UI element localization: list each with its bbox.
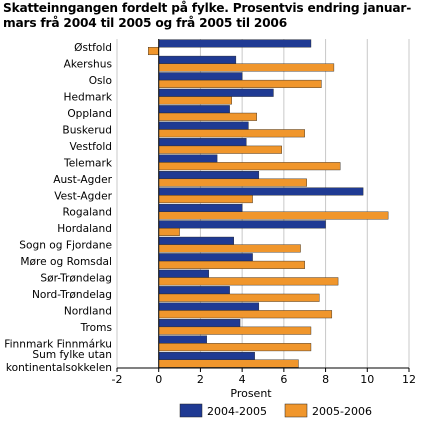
category-label-17: Troms xyxy=(80,322,112,334)
bar-series1-18 xyxy=(158,335,207,344)
legend-swatch-1 xyxy=(179,403,203,418)
bar-series1-1 xyxy=(158,55,237,64)
bar-series1-7 xyxy=(158,154,218,163)
x-tick-label-0: -2 xyxy=(112,373,123,386)
category-label-5: Buskerud xyxy=(62,124,112,136)
legend-label-2: 2005-2006 xyxy=(312,405,372,418)
bar-series1-8 xyxy=(158,171,260,180)
bars xyxy=(148,39,389,368)
bar-series1-4 xyxy=(158,105,230,114)
category-label-12: Sogn og Fjordane xyxy=(19,240,112,252)
bar-series2-0 xyxy=(148,47,159,56)
category-label-7: Telemark xyxy=(63,157,113,169)
bar-series2-11 xyxy=(158,227,180,236)
x-axis-label: Prosent xyxy=(230,387,272,400)
bar-series2-5 xyxy=(158,129,305,138)
category-label-16: Nordland xyxy=(64,305,112,317)
x-tick-label-6: 10 xyxy=(360,373,374,386)
bar-series1-10 xyxy=(158,203,243,212)
legend: 2004-2005 2005-2006 xyxy=(179,403,372,418)
chart-title: Skatteinngangen fordelt på fylke. Prosen… xyxy=(3,1,423,31)
bar-series1-12 xyxy=(158,236,234,245)
legend-label-1: 2004-2005 xyxy=(207,405,267,418)
x-tick-label-3: 4 xyxy=(239,373,246,386)
x-tick-label-1: 0 xyxy=(155,373,162,386)
bar-series1-5 xyxy=(158,121,249,130)
category-label-0: Østfold xyxy=(74,42,112,54)
bar-series2-2 xyxy=(158,79,322,88)
category-label-13: Møre og Romsdal xyxy=(20,256,112,268)
category-label-1: Akershus xyxy=(64,59,112,71)
bar-series2-13 xyxy=(158,260,305,269)
x-tick-label-7: 12 xyxy=(402,373,416,386)
category-label-18: Finnmark Finnmárku xyxy=(4,338,112,350)
category-label-15: Nord-Trøndelag xyxy=(32,289,112,301)
x-tick-label-4: 6 xyxy=(280,373,287,386)
bar-series1-11 xyxy=(158,220,326,229)
bar-series2-8 xyxy=(158,178,307,187)
category-label-8: Aust-Agder xyxy=(53,174,112,186)
category-label-4: Oppland xyxy=(67,108,112,120)
bar-series2-15 xyxy=(158,293,320,302)
bar-series2-17 xyxy=(158,326,312,335)
bar-series2-6 xyxy=(158,145,282,154)
bar-series2-10 xyxy=(158,211,389,220)
bar-series1-0 xyxy=(158,39,312,48)
x-tick-label-2: 2 xyxy=(197,373,204,386)
category-label-10: Rogaland xyxy=(63,207,112,219)
bar-series2-18 xyxy=(158,343,312,352)
category-label-2: Oslo xyxy=(89,75,112,87)
chart-title-line-1: Skatteinngangen fordelt på fylke. Prosen… xyxy=(3,1,412,15)
legend-swatch-2 xyxy=(284,403,308,418)
bar-series1-19 xyxy=(158,351,255,360)
bar-series2-3 xyxy=(158,96,232,105)
bar-series1-2 xyxy=(158,72,243,81)
category-label-19: Sum fylke utan kontinentalsokkelen xyxy=(6,349,112,374)
bar-series1-15 xyxy=(158,286,230,295)
bar-series2-19 xyxy=(158,359,299,368)
bar-series2-1 xyxy=(158,63,335,72)
bar-series2-16 xyxy=(158,310,333,319)
bar-series2-7 xyxy=(158,162,341,171)
category-label-6: Vestfold xyxy=(70,141,113,153)
bar-series2-12 xyxy=(158,244,301,253)
grid-lines xyxy=(116,39,410,368)
x-tick-label-5: 8 xyxy=(322,373,329,386)
bar-series1-14 xyxy=(158,269,209,278)
bar-series2-4 xyxy=(158,112,257,121)
bar-series1-16 xyxy=(158,302,260,311)
axes xyxy=(116,39,410,372)
bar-series1-17 xyxy=(158,319,241,328)
bar-series1-9 xyxy=(158,187,364,196)
bar-series1-13 xyxy=(158,253,253,262)
category-label-9: Vest-Agder xyxy=(54,190,112,202)
bar-series2-9 xyxy=(158,195,253,204)
category-label-3: Hedmark xyxy=(63,92,112,104)
chart-title-line-2: mars frå 2004 til 2005 og frå 2005 til 2… xyxy=(3,16,287,30)
category-labels: Østfold Akershus Oslo Hedmark Oppland Buskeru… xyxy=(4,42,113,374)
x-tick-labels: -2 0 2 4 6 8 10 12 xyxy=(112,373,416,386)
category-label-11: Hordaland xyxy=(57,223,112,235)
bar-series1-3 xyxy=(158,88,274,97)
category-label-14: Sør-Trøndelag xyxy=(40,273,112,285)
bar-series1-6 xyxy=(158,138,247,147)
bar-series2-14 xyxy=(158,277,339,286)
